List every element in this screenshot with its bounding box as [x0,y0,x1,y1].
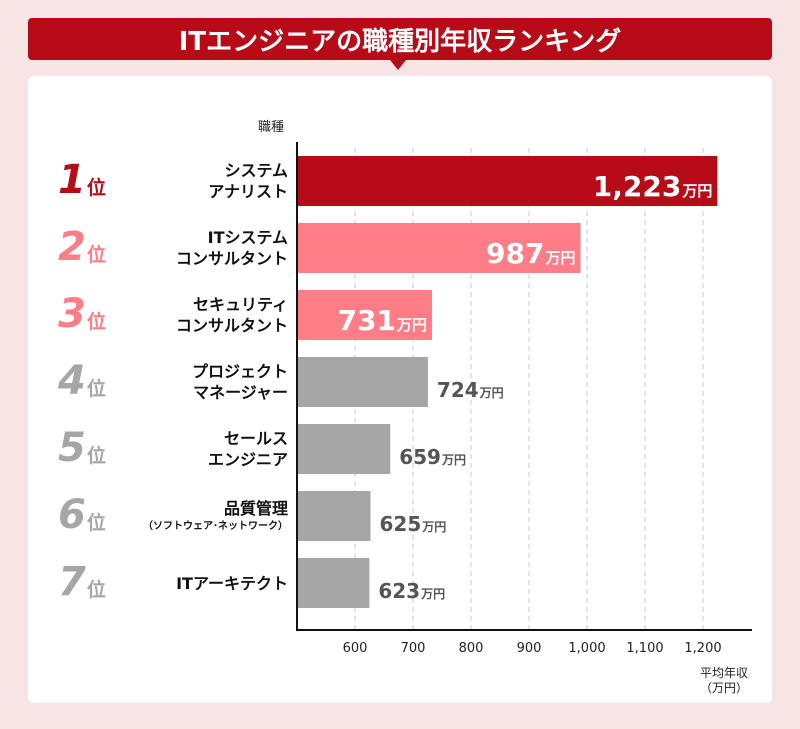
value-number: 659 [399,445,441,469]
job-label: プロジェクト マネージャー [98,361,288,403]
rank-suffix: 位 [86,177,106,199]
value-unit: 万円 [479,386,504,400]
bar [298,357,428,407]
job-label: ITシステムコンサルタント [98,227,288,269]
value-number: 724 [437,378,479,402]
title-banner: ITエンジニアの職種別年収ランキング [28,18,772,60]
bar [298,491,371,541]
x-tick-label: 800 [459,641,484,656]
value-number: 987 [486,237,544,270]
x-tick-label: 1,200 [684,641,721,656]
bar [298,290,432,340]
job-label-line1: システム [224,161,288,180]
value-label: 987万円 [486,237,575,270]
x-tick-label: 600 [343,641,368,656]
value-label: 1,223万円 [593,170,713,203]
value-unit: 万円 [544,249,575,267]
x-axis-title-line2: （万円） [700,681,749,695]
chart-title: ITエンジニアの職種別年収ランキング [178,26,622,57]
value-number: 623 [378,579,420,603]
rank-suffix: 位 [86,512,106,534]
x-axis-title: 平均年収 （万円） [700,666,748,696]
rank-suffix: 位 [86,311,106,333]
x-tick-label: 700 [401,641,426,656]
bar [298,558,370,608]
job-label-line1: 品質管理 [223,499,288,518]
job-label-line2: エンジニア [207,450,288,469]
bar [298,156,718,206]
value-label: 724万円 [437,378,504,402]
x-tick-label: 1,100 [626,641,663,656]
value-unit: 万円 [441,453,466,467]
job-label-line1: セキュリティ [192,295,288,314]
job-label-line2: （ソフトウェア･ネットワーク） [143,521,288,532]
value-label: 659万円 [399,445,466,469]
x-tick-label: 900 [517,641,542,656]
banner-pointer [390,60,406,70]
job-label-line1: ITアーキテクト [176,574,288,593]
value-number: 731 [338,304,396,337]
rank-number: 2 [58,224,86,270]
value-unit: 万円 [396,316,427,334]
job-label-line1: ITシステム [207,228,288,247]
rank-number: 6 [58,492,86,538]
rank-number: 5 [58,425,86,471]
bar [298,424,391,474]
job-label: 品質管理 （ソフトウェア･ネットワーク） [98,498,288,535]
job-label-line1: プロジェクト [191,362,288,381]
value-label: 623万円 [378,579,445,603]
rank-suffix: 位 [86,579,106,601]
x-tick-label: 1,000 [568,641,605,656]
job-label-line2: コンサルタント [175,249,288,268]
job-label-line2: コンサルタント [175,316,288,335]
value-label: 625万円 [380,512,447,536]
job-label: システムアナリスト [98,160,288,202]
value-number: 625 [380,512,422,536]
value-unit: 万円 [681,182,712,200]
value-label: 731万円 [338,304,427,337]
value-unit: 万円 [420,587,445,601]
rank-number: 3 [58,291,86,337]
rank-suffix: 位 [86,445,106,467]
rank-number: 4 [58,358,86,404]
job-label: セキュリティコンサルタント [98,294,288,336]
rank-number: 1 [58,157,86,203]
value-unit: 万円 [421,520,446,534]
rank-suffix: 位 [86,378,106,400]
x-axis-title-line1: 平均年収 [700,666,749,680]
job-label-line2: マネージャー [193,383,288,402]
bar [298,223,581,273]
value-number: 1,223 [593,170,682,203]
job-label-line1: セールス [223,429,288,448]
job-label: ITアーキテクト [98,573,288,594]
job-label-line2: アナリスト [208,182,288,201]
job-label: セールスエンジニア [98,428,288,470]
rank-suffix: 位 [86,244,106,266]
y-axis-title: 職種 [258,120,285,135]
rank-number: 7 [58,559,86,605]
